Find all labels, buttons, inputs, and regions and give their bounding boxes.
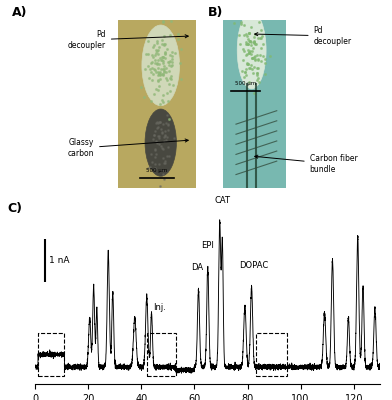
Text: Inj.: Inj.	[154, 302, 167, 312]
Text: 500 μm: 500 μm	[235, 80, 256, 86]
Text: B): B)	[208, 6, 223, 19]
Text: Pd
decoupler: Pd decoupler	[68, 30, 188, 50]
Circle shape	[142, 25, 180, 106]
Bar	[147, 333, 176, 376]
Text: 1 nA: 1 nA	[49, 256, 70, 265]
Text: Glassy
carbon: Glassy carbon	[67, 138, 188, 158]
Text: 500 μm: 500 μm	[146, 168, 167, 173]
Text: Carbon fiber
bundle: Carbon fiber bundle	[255, 154, 358, 174]
Text: EPI: EPI	[201, 241, 214, 250]
Circle shape	[145, 109, 176, 176]
Circle shape	[237, 12, 266, 89]
Text: A): A)	[12, 6, 27, 19]
Text: Pd
decoupler: Pd decoupler	[255, 26, 352, 46]
Text: DOPAC: DOPAC	[240, 261, 269, 270]
Bar	[38, 333, 64, 376]
Text: CAT: CAT	[214, 196, 230, 206]
Text: DA: DA	[191, 263, 203, 272]
Bar	[256, 333, 287, 376]
Text: C): C)	[8, 202, 23, 215]
